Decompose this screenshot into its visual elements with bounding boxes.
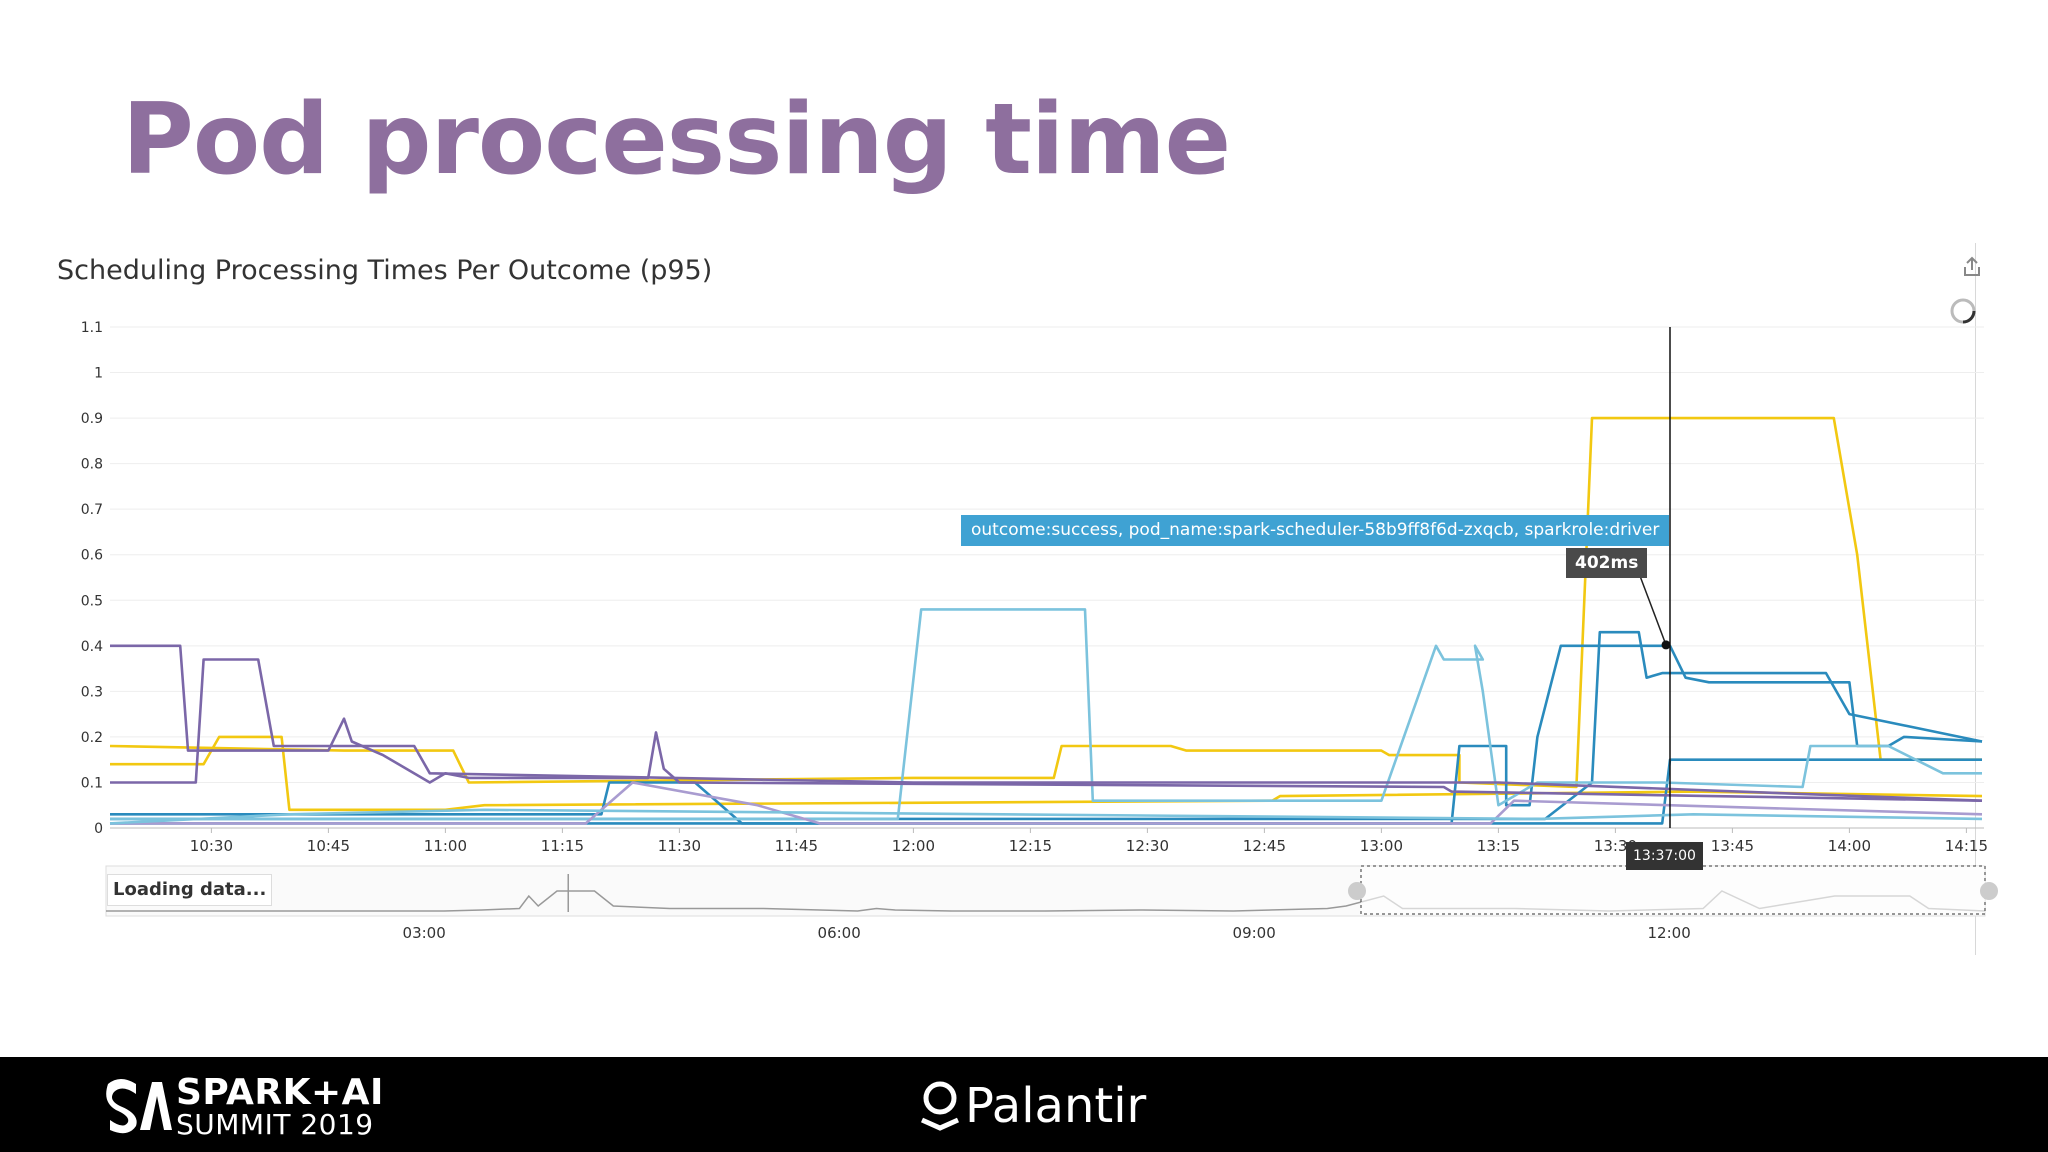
navigator-tick-label: 09:00 xyxy=(1233,924,1276,942)
footer-bar xyxy=(0,1057,2048,1152)
x-tick-label: 11:45 xyxy=(775,837,818,855)
y-tick-label: 1 xyxy=(94,366,103,382)
x-tick-label: 11:30 xyxy=(658,837,701,855)
x-tick-label: 12:00 xyxy=(892,837,935,855)
navigator-tick-label: 12:00 xyxy=(1648,924,1691,942)
x-tick-label: 13:45 xyxy=(1711,837,1754,855)
loading-spinner-icon xyxy=(1950,298,1976,324)
y-tick-label: 0.9 xyxy=(81,411,103,427)
y-tick-label: 1.1 xyxy=(81,320,103,336)
x-tick-label: 13:15 xyxy=(1477,837,1520,855)
y-tick-label: 0.2 xyxy=(81,730,103,746)
y-tick-label: 0.6 xyxy=(81,548,103,564)
x-tick-label: 13:00 xyxy=(1360,837,1403,855)
panel-divider xyxy=(1975,243,1976,955)
cursor-time-flag: 13:37:00 xyxy=(1626,842,1703,870)
navigator-tick-label: 03:00 xyxy=(403,924,446,942)
loading-indicator: Loading data... xyxy=(107,874,273,906)
navigator-selection xyxy=(1360,865,1986,915)
y-tick-label: 0.3 xyxy=(81,684,103,700)
x-tick-label: 11:00 xyxy=(424,837,467,855)
spark-ai-summit-logo-icon xyxy=(106,1079,172,1134)
y-tick-label: 0.4 xyxy=(81,639,103,655)
summit-name-line2: SUMMIT 2019 xyxy=(176,1108,374,1141)
y-tick-label: 0.7 xyxy=(81,502,103,518)
tooltip-pointer xyxy=(1639,575,1667,646)
series-line-10 xyxy=(109,808,1983,825)
navigator-handle-left[interactable] xyxy=(1348,882,1366,900)
navigator-tick-label: 06:00 xyxy=(818,924,861,942)
x-tick-label: 10:30 xyxy=(190,837,233,855)
y-tick-label: 0.5 xyxy=(81,593,103,609)
chart-title: Scheduling Processing Times Per Outcome … xyxy=(57,255,713,286)
x-tick-label: 11:15 xyxy=(541,837,584,855)
x-tick-label: 14:15 xyxy=(1945,837,1988,855)
tooltip-series-label: outcome:success, pod_name:spark-schedule… xyxy=(961,515,1670,546)
x-tick-label: 12:45 xyxy=(1243,837,1286,855)
x-tick-label: 12:15 xyxy=(1009,837,1052,855)
series-line-9 xyxy=(110,781,1983,825)
crosshair-point xyxy=(1661,640,1671,650)
x-tick-label: 12:30 xyxy=(1126,837,1169,855)
navigator-handle-right[interactable] xyxy=(1980,882,1998,900)
series-line-2 xyxy=(110,735,1983,812)
palantir-logo-icon xyxy=(920,1081,960,1131)
y-tick-label: 0 xyxy=(94,821,103,837)
x-tick-label: 10:45 xyxy=(307,837,350,855)
slide-title: Pod processing time xyxy=(122,83,1231,197)
export-icon[interactable] xyxy=(1960,255,1984,279)
tooltip-value-label: 402ms xyxy=(1566,548,1648,578)
y-tick-label: 0.8 xyxy=(81,457,103,473)
x-tick-label: 14:00 xyxy=(1828,837,1871,855)
summit-name-line1: SPARK+AI xyxy=(176,1072,384,1113)
series-line-6 xyxy=(110,608,1982,821)
series-line-1 xyxy=(109,416,1982,789)
palantir-wordmark: Palantir xyxy=(965,1078,1147,1134)
y-tick-label: 0.1 xyxy=(81,775,103,791)
series-line-8 xyxy=(110,658,1983,802)
